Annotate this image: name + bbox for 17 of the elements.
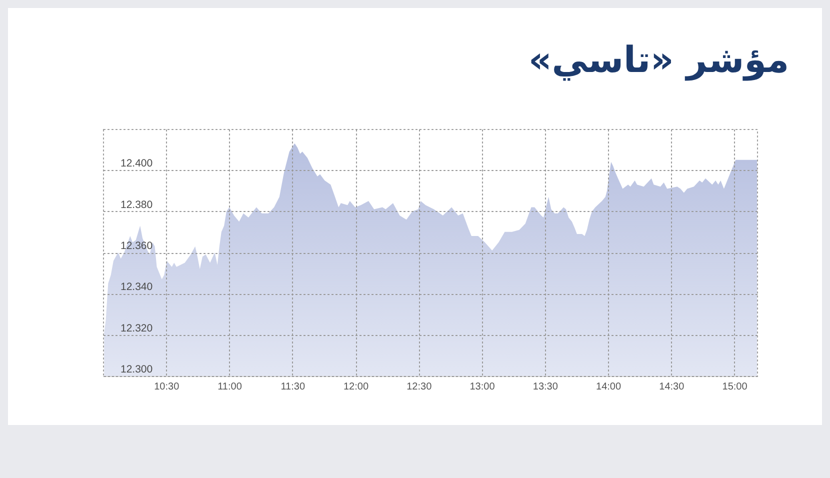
x-tick-label: 11:30 xyxy=(280,382,306,392)
x-tick-label: 11:00 xyxy=(218,382,242,392)
x-tick-label: 12:30 xyxy=(406,382,432,392)
x-tick-label: 10:30 xyxy=(154,382,180,392)
y-tick-label: 12.340 xyxy=(120,281,153,294)
y-tick-label: 12.380 xyxy=(120,198,153,211)
y-tick-label: 12.400 xyxy=(120,158,153,170)
y-tick-label: 12.360 xyxy=(120,240,153,252)
y-tick-label: 12.300 xyxy=(120,364,153,376)
x-tick-label: 12:00 xyxy=(343,382,369,392)
chart-title: مؤشر «تاسي» xyxy=(528,40,789,81)
y-tick-label: 12.320 xyxy=(120,322,153,334)
x-tick-label: 14:30 xyxy=(659,382,685,392)
x-tick-label: 14:00 xyxy=(596,382,622,392)
x-tick-label: 13:30 xyxy=(532,382,558,392)
x-tick-label: 15:00 xyxy=(722,382,748,392)
x-tick-label: 13:00 xyxy=(470,382,496,392)
